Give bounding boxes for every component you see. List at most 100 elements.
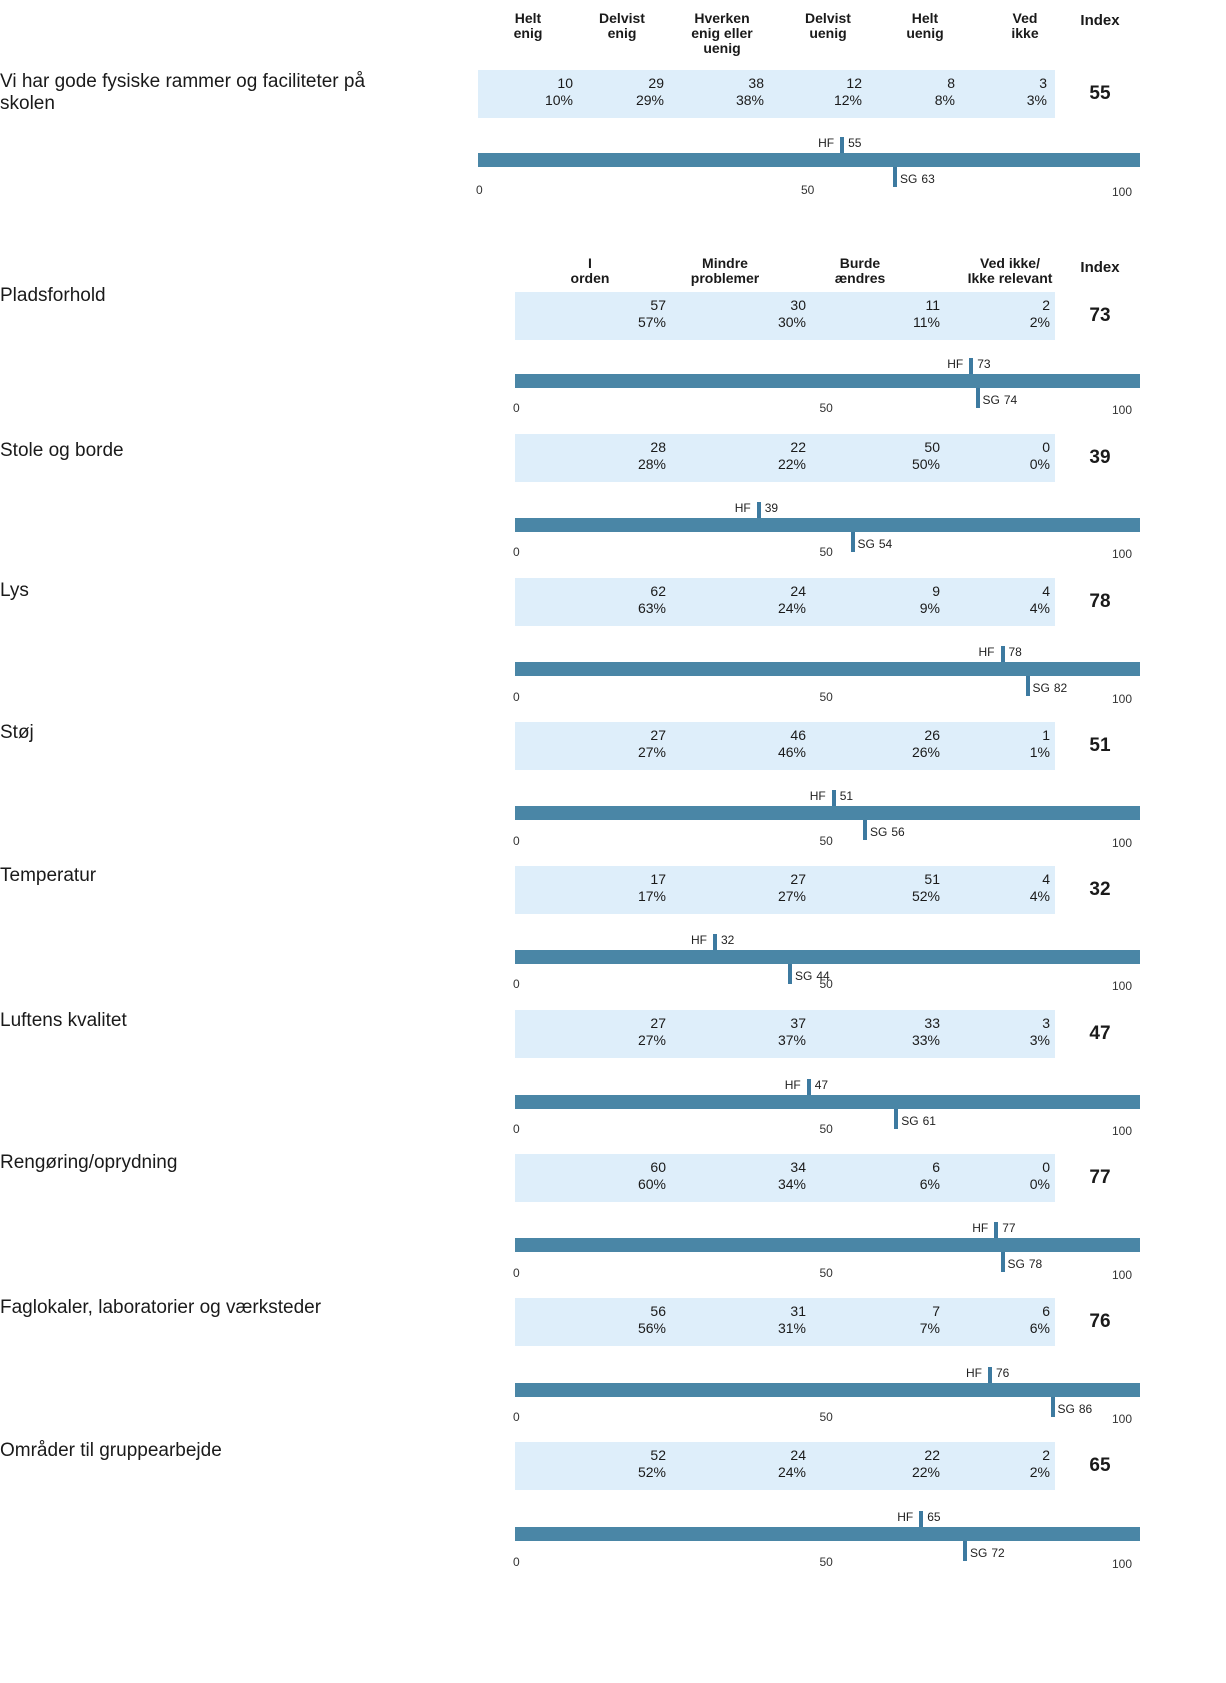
response-count: 60 <box>650 1159 666 1175</box>
response-percent: 29% <box>635 92 664 108</box>
response-cell: 26 26% <box>860 727 940 761</box>
hf-marker <box>988 1367 992 1383</box>
axis-max-label: 100 <box>1112 547 1133 561</box>
response-percent: 1% <box>1029 744 1050 760</box>
hf-value: 78 <box>1008 645 1022 659</box>
response-percent: 28% <box>637 456 666 472</box>
sg-label: SG 54 <box>858 537 893 551</box>
response-count: 51 <box>924 871 940 887</box>
response-cell: 57 57% <box>586 297 666 331</box>
response-percent: 33% <box>911 1032 940 1048</box>
question-label: Temperatur <box>0 865 97 886</box>
response-cell: 27 27% <box>586 1015 666 1049</box>
hf-label: HF 32 <box>691 933 734 947</box>
response-percent: 50% <box>911 456 940 472</box>
response-count: 1 <box>1042 727 1050 743</box>
scale-bar <box>515 950 1140 964</box>
sg-value: 74 <box>1003 393 1018 407</box>
sg-marker <box>1050 1397 1055 1417</box>
response-percent: 34% <box>777 1176 806 1192</box>
hf-value: 39 <box>764 501 779 515</box>
hf-marker <box>969 358 974 374</box>
axis-max-label: 100 <box>1112 692 1133 706</box>
hf-marker <box>831 790 836 806</box>
response-count: 6 <box>1042 1303 1050 1319</box>
sg-value: 82 <box>1053 681 1068 695</box>
response-cell: 24 24% <box>726 1447 806 1481</box>
axis-max-label: 100 <box>1112 185 1133 199</box>
sg-label: SG 86 <box>1058 1402 1093 1416</box>
response-percent: 6% <box>1029 1320 1050 1336</box>
axis-mid-label: 50 <box>801 183 815 197</box>
response-cell: 0 0% <box>970 1159 1050 1193</box>
hf-label: HF 65 <box>897 1510 940 1524</box>
response-count: 17 <box>650 871 666 887</box>
sg-value: 86 <box>1078 1402 1093 1416</box>
hf-value: 77 <box>1002 1221 1016 1235</box>
response-count: 29 <box>648 75 664 91</box>
response-percent: 24% <box>777 1464 806 1480</box>
response-percent: 3% <box>1026 92 1047 108</box>
response-band <box>515 1154 1055 1202</box>
sg-label: SG 44 <box>795 969 830 983</box>
response-count: 28 <box>650 439 666 455</box>
response-count: 2 <box>1042 297 1050 313</box>
response-cell: 1 1% <box>970 727 1050 761</box>
scale-bar <box>515 374 1140 388</box>
sg-marker <box>850 532 855 552</box>
sg-marker <box>1025 676 1030 696</box>
hf-marker <box>994 1222 999 1238</box>
response-percent: 37% <box>777 1032 806 1048</box>
sg-label: SG 72 <box>970 1546 1005 1560</box>
axis-max-label: 100 <box>1112 1268 1133 1282</box>
response-band <box>478 70 1055 118</box>
response-count: 50 <box>924 439 940 455</box>
question-label: Lys <box>0 580 29 601</box>
response-cell: 51 52% <box>860 871 940 905</box>
column-header: Delvist enig <box>599 10 645 41</box>
sg-label: SG 56 <box>870 825 905 839</box>
response-percent: 24% <box>777 600 806 616</box>
column-header: Burde ændres <box>834 255 886 286</box>
question-label: Vi har gode fysiske rammer og facilitete… <box>0 71 366 114</box>
index-header: Index <box>1080 12 1120 29</box>
sg-prefix: SG <box>970 1546 988 1560</box>
sg-marker <box>788 964 792 984</box>
response-percent: 52% <box>911 888 940 904</box>
response-count: 27 <box>650 727 666 743</box>
question-label: Luftens kvalitet <box>0 1010 127 1031</box>
hf-label: HF 55 <box>818 136 861 150</box>
response-cell: 2 2% <box>970 297 1050 331</box>
response-percent: 22% <box>911 1464 940 1480</box>
response-band <box>515 1010 1055 1058</box>
hf-label: HF 76 <box>966 1366 1009 1380</box>
axis-mid-label: 50 <box>819 1410 833 1424</box>
response-count: 26 <box>924 727 940 743</box>
sg-marker <box>893 167 898 187</box>
response-percent: 63% <box>637 600 666 616</box>
response-cell: 12 12% <box>782 75 862 109</box>
response-count: 34 <box>790 1159 806 1175</box>
sg-value: 44 <box>816 969 830 983</box>
sg-prefix: SG <box>982 393 1000 407</box>
response-percent: 9% <box>919 600 940 616</box>
response-count: 3 <box>1039 75 1047 91</box>
response-cell: 6 6% <box>970 1303 1050 1337</box>
response-percent: 10% <box>544 92 573 108</box>
column-header: Helt uenig <box>906 10 944 41</box>
sg-marker <box>894 1109 899 1129</box>
axis-min-label: 0 <box>513 1122 520 1136</box>
column-header: Hverken enig eller uenig <box>691 10 753 56</box>
response-count: 22 <box>790 439 806 455</box>
sg-prefix: SG <box>1007 1257 1025 1271</box>
column-header: Ved ikke/ Ikke relevant <box>967 255 1053 286</box>
sg-label: SG 74 <box>983 393 1018 407</box>
scale-bar <box>478 153 1140 167</box>
axis-mid-label: 50 <box>819 1122 833 1136</box>
axis-min-label: 0 <box>513 1266 520 1280</box>
response-count: 37 <box>790 1015 806 1031</box>
axis-max-label: 100 <box>1112 979 1133 993</box>
axis-min-label: 0 <box>513 1410 520 1424</box>
hf-value: 55 <box>848 136 862 150</box>
axis-min-label: 0 <box>476 183 483 197</box>
